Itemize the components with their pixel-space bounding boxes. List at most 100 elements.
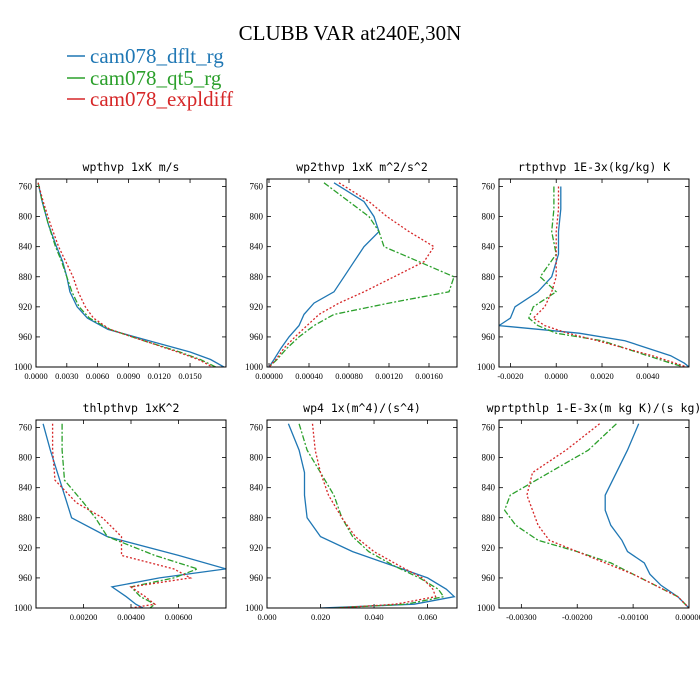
y-tick-label: 920	[250, 543, 264, 553]
legend-label-qt5: cam078_qt5_rg	[90, 66, 222, 90]
series-line-cam078_expldiff	[532, 186, 687, 367]
y-tick-label: 880	[250, 272, 264, 282]
series-line-cam078_dflt_rg	[268, 182, 380, 367]
x-tick-label: 0.00200	[70, 612, 98, 622]
x-tick-label: 0.0060	[86, 371, 109, 381]
panel-title: wpthvp 1xK m/s	[83, 160, 180, 174]
x-tick-label: 0.0000	[24, 371, 47, 381]
plot-frame	[35, 178, 227, 368]
figure-title: CLUBB VAR at240E,30N	[239, 21, 462, 45]
y-tick-label: 800	[482, 212, 496, 222]
y-tick-label: 840	[250, 242, 264, 252]
x-tick-label: 0.00040	[295, 371, 323, 381]
x-tick-label: -0.0020	[497, 371, 523, 381]
y-tick-label: 800	[250, 212, 264, 222]
y-tick-label: 880	[250, 513, 264, 523]
x-tick-label: -0.00100	[618, 612, 648, 622]
series-line-cam078_qt5_rg	[528, 186, 685, 367]
y-tick-label: 920	[19, 302, 33, 312]
x-tick-label: 0.0000	[545, 371, 568, 381]
x-tick-label: 0.0120	[148, 371, 171, 381]
x-tick-label: 0.0040	[636, 371, 659, 381]
panel-title: wp2thvp 1xK m^2/s^2	[296, 160, 428, 174]
x-tick-label: 0.00600	[165, 612, 193, 622]
x-tick-label: 0.00080	[335, 371, 363, 381]
y-tick-label: 920	[482, 302, 496, 312]
series-line-cam078_dflt_rg	[287, 423, 456, 608]
series-line-cam078_qt5_rg	[298, 423, 445, 608]
series-line-cam078_dflt_rg	[42, 423, 226, 608]
y-tick-label: 880	[19, 272, 33, 282]
y-tick-label: 1000	[245, 362, 264, 372]
x-tick-label: 0.0030	[55, 371, 78, 381]
y-tick-label: 800	[19, 453, 33, 463]
y-tick-label: 1000	[477, 603, 496, 613]
y-tick-label: 920	[250, 302, 264, 312]
panel-title: rtpthvp 1E-3x(kg/kg) K	[518, 160, 670, 174]
chart-panel-5: wp4 1x(m^4)/(s^4)76080084088092096010000…	[245, 401, 458, 622]
y-tick-label: 920	[19, 543, 33, 553]
y-tick-label: 840	[19, 242, 33, 252]
x-tick-label: 0.0020	[590, 371, 613, 381]
x-tick-label: 0.000	[257, 612, 276, 622]
y-tick-label: 1000	[245, 603, 264, 613]
y-tick-label: 760	[19, 423, 33, 433]
plot-frame	[266, 419, 458, 609]
y-tick-label: 800	[19, 212, 33, 222]
x-tick-label: 0.0150	[178, 371, 201, 381]
panel-title: wp4 1x(m^4)/(s^4)	[303, 401, 421, 415]
series-line-cam078_qt5_rg	[61, 423, 200, 608]
series-line-cam078_dflt_rg	[499, 186, 689, 367]
x-tick-label: 0.00400	[117, 612, 145, 622]
x-tick-label: 0.00120	[375, 371, 403, 381]
plot-frame	[35, 419, 227, 609]
x-tick-label: 0.060	[418, 612, 437, 622]
legend-label-expldiff: cam078_expldiff	[90, 87, 233, 111]
y-tick-label: 880	[482, 513, 496, 523]
y-tick-label: 960	[482, 573, 496, 583]
y-tick-label: 840	[19, 483, 33, 493]
y-tick-label: 960	[250, 573, 264, 583]
series-line-cam078_qt5_rg	[503, 423, 689, 608]
plot-frame	[498, 178, 690, 368]
chart-panel-3: rtpthvp 1E-3x(kg/kg) K 760 800 840 880 920 960…	[477, 160, 690, 381]
y-tick-label: 880	[19, 513, 33, 523]
series-line-cam078_expldiff	[311, 423, 437, 608]
y-tick-label: 760	[250, 182, 264, 192]
y-tick-label: 840	[482, 242, 496, 252]
y-tick-label: 880	[482, 272, 496, 282]
y-tick-label: 1000	[14, 362, 33, 372]
y-tick-label: 960	[250, 332, 264, 342]
y-tick-label: 960	[19, 332, 33, 342]
x-tick-label: -0.00200	[562, 612, 592, 622]
x-tick-label: 0.0090	[117, 371, 140, 381]
series-line-cam078_expldiff	[37, 182, 213, 367]
panel-title: thlpthvp 1xK^2	[83, 401, 180, 415]
y-tick-label: 960	[482, 332, 496, 342]
panel-title: wprtpthlp 1-E-3x(m kg K)/(s kg)	[487, 401, 700, 415]
series-line-cam078_dflt_rg	[37, 182, 225, 367]
series-line-cam078_expldiff	[268, 182, 435, 367]
y-tick-label: 960	[19, 573, 33, 583]
y-tick-label: 760	[250, 423, 264, 433]
y-tick-label: 840	[482, 483, 496, 493]
x-tick-label: 0.00160	[415, 371, 443, 381]
y-tick-label: 800	[250, 453, 264, 463]
chart-panel-6: wprtpthlp 1-E-3x(m kg K)/(s kg) 760 800 840…	[477, 401, 700, 622]
panels-group: wpthvp 1xK m/s76080084088092096010000.00…	[14, 160, 700, 622]
y-tick-label: 1000	[477, 362, 496, 372]
legend: cam078_dflt_rg cam078_qt5_rg cam078_expl…	[67, 44, 233, 111]
plot-frame	[266, 178, 458, 368]
y-tick-label: 840	[250, 483, 264, 493]
x-tick-label: 0.020	[311, 612, 330, 622]
series-line-cam078_expldiff	[526, 423, 689, 608]
chart-panel-4: thlpthvp 1xK^2 760 800 840 880 920 960 1000 0.00…	[14, 401, 227, 622]
series-line-cam078_expldiff	[51, 423, 193, 608]
plot-frame	[498, 419, 690, 609]
x-tick-label: 0.040	[364, 612, 383, 622]
legend-label-dflt: cam078_dflt_rg	[90, 44, 224, 68]
series-line-cam078_qt5_rg	[268, 182, 455, 367]
y-tick-label: 760	[482, 423, 496, 433]
